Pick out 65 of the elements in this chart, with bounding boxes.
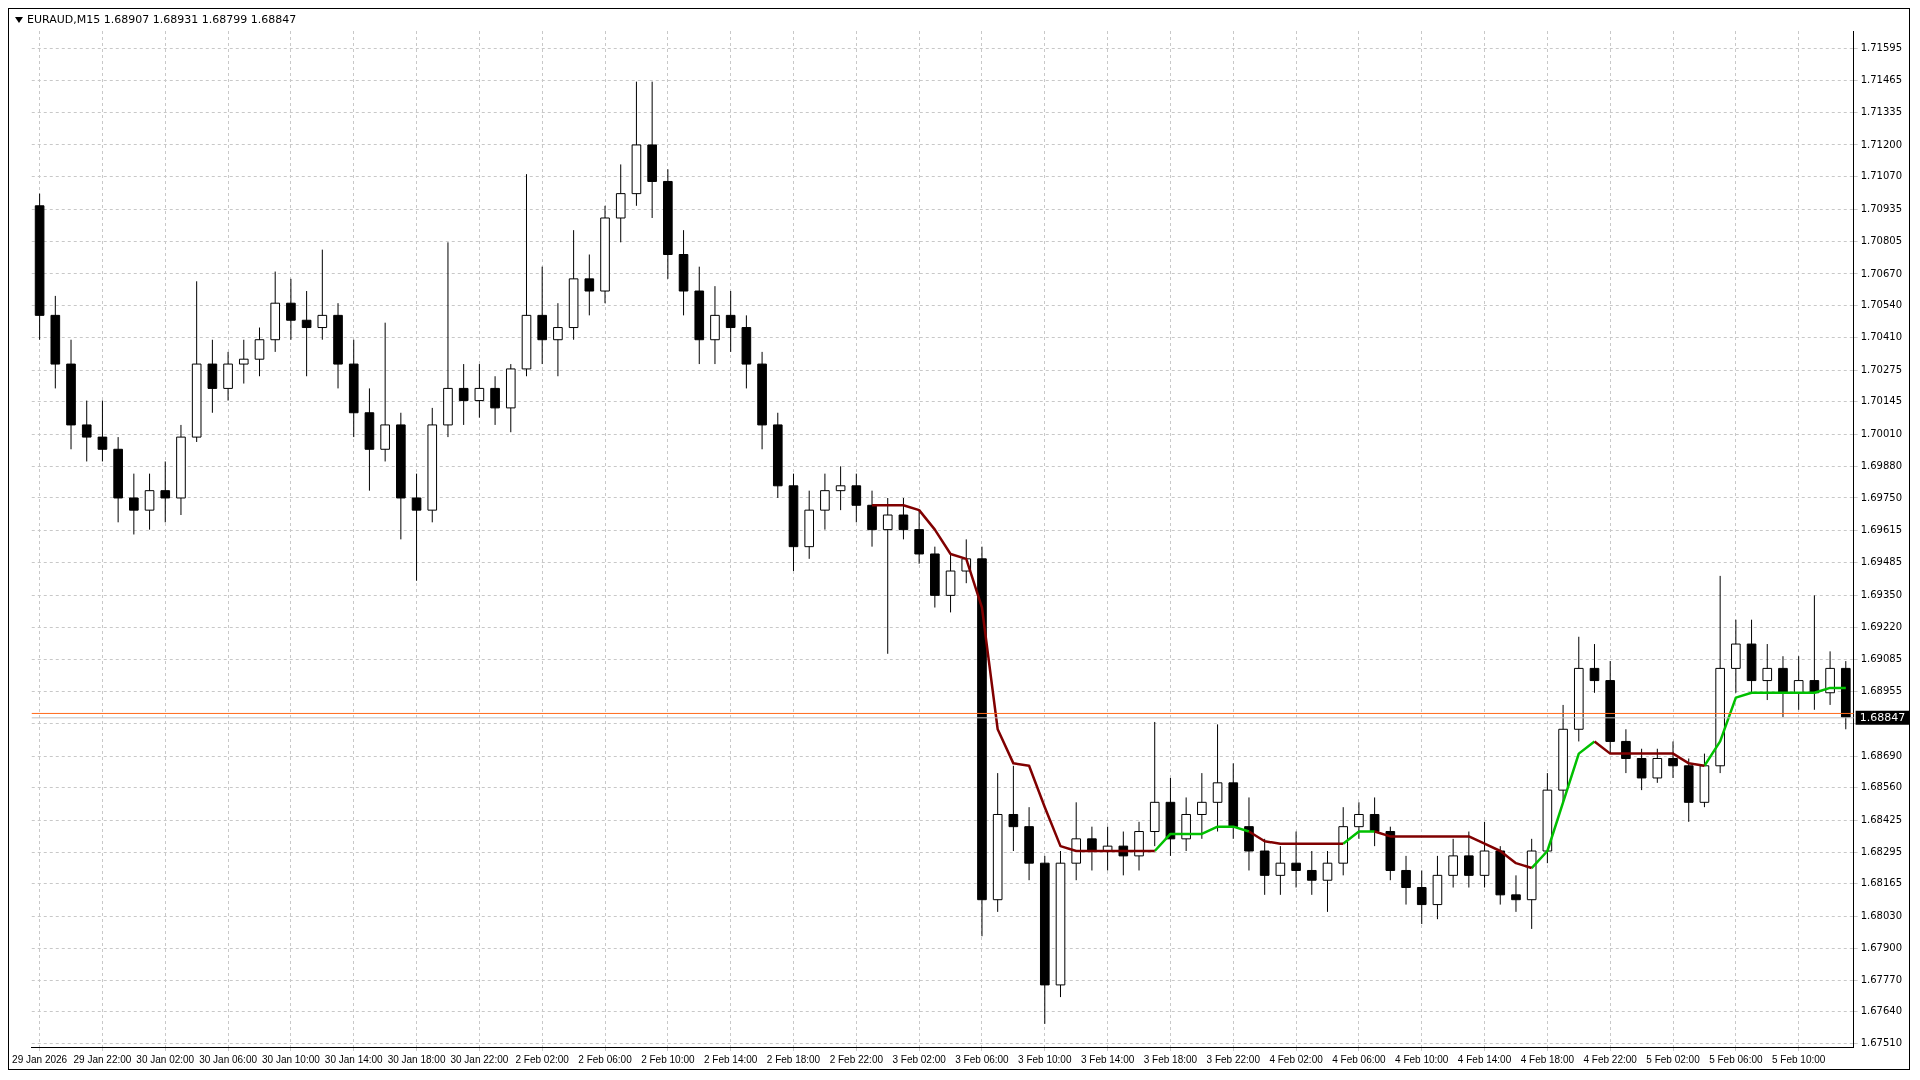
x-tick-label: 2 Feb 22:00 — [829, 1053, 884, 1065]
y-tick-label: 1.67770 — [1860, 973, 1903, 985]
y-tick-label: 1.70670 — [1860, 267, 1903, 279]
y-tick-label: 1.70540 — [1860, 299, 1903, 311]
y-tick-label: 1.70275 — [1860, 363, 1903, 375]
x-tick-label: 3 Feb 06:00 — [955, 1053, 1010, 1065]
y-tick-label: 1.69085 — [1860, 653, 1903, 665]
y-tick-label: 1.69880 — [1860, 459, 1903, 471]
x-tick-label: 29 Jan 2026 — [12, 1053, 68, 1065]
x-tick-label: 3 Feb 02:00 — [892, 1053, 947, 1065]
x-tick-label: 5 Feb 06:00 — [1709, 1053, 1763, 1065]
candlestick — [1464, 831, 1474, 889]
x-tick-label: 30 Jan 18:00 — [387, 1053, 446, 1065]
x-tick-label: 3 Feb 14:00 — [1080, 1053, 1135, 1065]
y-tick-label: 1.68560 — [1860, 781, 1903, 793]
y-tick-label: 1.69220 — [1860, 620, 1903, 632]
x-tick-label: 4 Feb 02:00 — [1269, 1053, 1324, 1065]
x-tick-label: 30 Jan 06:00 — [199, 1053, 258, 1065]
candlestick — [1448, 838, 1458, 889]
x-tick-label: 5 Feb 02:00 — [1646, 1053, 1701, 1065]
y-tick-label: 1.71595 — [1860, 42, 1903, 54]
x-tick-label: 2 Feb 02:00 — [515, 1053, 570, 1065]
y-tick-label: 1.70935 — [1860, 203, 1903, 215]
x-tick-label: 2 Feb 06:00 — [578, 1053, 633, 1065]
x-tick-label: 30 Jan 02:00 — [136, 1053, 195, 1065]
x-tick-label: 30 Jan 10:00 — [261, 1053, 321, 1065]
candlestick — [820, 473, 830, 531]
y-tick-label: 1.67900 — [1860, 941, 1903, 953]
y-tick-label: 1.68955 — [1860, 685, 1903, 697]
y-tick-label: 1.70145 — [1860, 395, 1903, 407]
y-tick-label: 1.69750 — [1860, 491, 1903, 503]
x-tick-label: 4 Feb 18:00 — [1520, 1053, 1575, 1065]
x-tick-label: 4 Feb 06:00 — [1332, 1053, 1387, 1065]
x-tick-label: 3 Feb 10:00 — [1018, 1053, 1072, 1065]
x-tick-label: 2 Feb 18:00 — [766, 1053, 821, 1065]
x-tick-label: 30 Jan 14:00 — [324, 1053, 384, 1065]
y-tick-label: 1.71200 — [1860, 138, 1903, 150]
x-tick-label: 5 Feb 10:00 — [1771, 1053, 1826, 1065]
y-tick-label: 1.68030 — [1860, 910, 1903, 922]
y-tick-label: 1.70805 — [1860, 234, 1903, 246]
y-tick-label: 1.71070 — [1860, 170, 1903, 182]
x-tick-label: 4 Feb 10:00 — [1395, 1053, 1449, 1065]
y-tick-label: 1.71335 — [1860, 105, 1903, 117]
x-tick-label: 30 Jan 22:00 — [450, 1053, 509, 1065]
x-tick-label: 29 Jan 22:00 — [73, 1053, 132, 1065]
x-tick-label: 4 Feb 14:00 — [1457, 1053, 1512, 1065]
y-tick-label: 1.69485 — [1860, 556, 1903, 568]
y-tick-label: 1.69615 — [1860, 524, 1903, 536]
ref-line-label: 1.68847 — [1859, 710, 1906, 724]
y-tick-label: 1.68295 — [1860, 845, 1903, 857]
y-tick-label: 1.68165 — [1860, 877, 1903, 889]
x-tick-label: 4 Feb 22:00 — [1583, 1053, 1638, 1065]
y-tick-label: 1.67510 — [1860, 1036, 1903, 1048]
y-tick-label: 1.67640 — [1860, 1005, 1903, 1017]
x-tick-label: 2 Feb 10:00 — [641, 1053, 695, 1065]
x-tick-label: 3 Feb 22:00 — [1206, 1053, 1261, 1065]
x-tick-label: 2 Feb 14:00 — [703, 1053, 758, 1065]
x-tick-label: 3 Feb 18:00 — [1143, 1053, 1198, 1065]
y-tick-label: 1.70410 — [1860, 330, 1903, 342]
chart-title: EURAUD,M15 1.68907 1.68931 1.68799 1.68847 — [27, 13, 297, 26]
y-tick-label: 1.68425 — [1860, 814, 1903, 826]
y-tick-label: 1.70010 — [1860, 428, 1903, 440]
y-tick-label: 1.68690 — [1860, 749, 1903, 761]
y-tick-label: 1.69350 — [1860, 588, 1903, 600]
y-tick-label: 1.71465 — [1860, 74, 1903, 86]
